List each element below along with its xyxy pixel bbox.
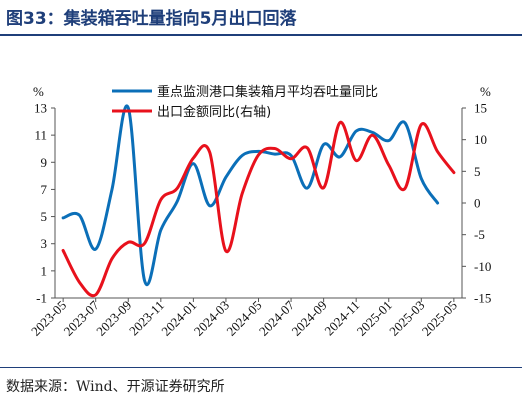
series-line-1 <box>61 104 440 286</box>
left-tick-label: 7 <box>41 182 48 197</box>
right-tick-label: -5 <box>474 227 485 242</box>
right-tick-label: 15 <box>474 101 487 116</box>
x-axis-ticks: 2023-052023-072023-092023-112024-012024-… <box>28 297 460 339</box>
left-tick-label: 11 <box>34 128 47 143</box>
right-tick-label: -15 <box>474 291 491 306</box>
x-tick-label: 2024-01 <box>158 298 199 339</box>
series-lines <box>61 104 456 298</box>
legend-label-1: 重点监测港口集装箱月平均吞吐量同比 <box>157 84 378 100</box>
right-tick-label: 0 <box>474 196 481 211</box>
x-tick-label: 2023-11 <box>126 298 167 339</box>
x-tick-label: 2025-03 <box>386 298 427 339</box>
right-axis-unit: % <box>480 84 491 99</box>
right-tick-label: -10 <box>474 259 491 274</box>
title-divider <box>0 34 522 36</box>
chart-title: 图33：集装箱吞吐量指向5月出口回落 <box>6 9 297 29</box>
right-axis-ticks: -15 -10 -5 0 5 10 15 <box>462 101 491 306</box>
source-note: 数据来源：Wind、开源证券研究所 <box>6 379 225 395</box>
left-tick-label: 13 <box>34 101 47 116</box>
x-tick-label: 2023-09 <box>93 298 134 339</box>
x-tick-label: 2024-11 <box>321 298 362 339</box>
x-tick-label: 2023-07 <box>61 297 103 339</box>
left-tick-label: 5 <box>41 209 48 224</box>
right-tick-label: 10 <box>474 132 487 147</box>
x-tick-label: 2025-05 <box>419 298 460 339</box>
series-line-2 <box>61 121 456 298</box>
footer-divider <box>0 367 522 368</box>
left-tick-label: 3 <box>41 236 48 251</box>
left-tick-label: 9 <box>41 155 48 170</box>
x-tick-label: 2023-05 <box>28 298 69 339</box>
x-tick-label: 2024-05 <box>223 298 264 339</box>
left-axis-unit: % <box>33 84 44 99</box>
left-tick-label: -1 <box>36 291 47 306</box>
right-tick-label: 5 <box>474 164 481 179</box>
x-tick-label: 2024-07 <box>256 297 298 339</box>
x-tick-label: 2024-03 <box>191 298 232 339</box>
x-tick-label: 2025-01 <box>354 298 395 339</box>
x-tick-label: 2024-09 <box>288 298 329 339</box>
legend-label-2: 出口金额同比(右轴) <box>157 104 271 120</box>
left-tick-label: 1 <box>41 263 48 278</box>
